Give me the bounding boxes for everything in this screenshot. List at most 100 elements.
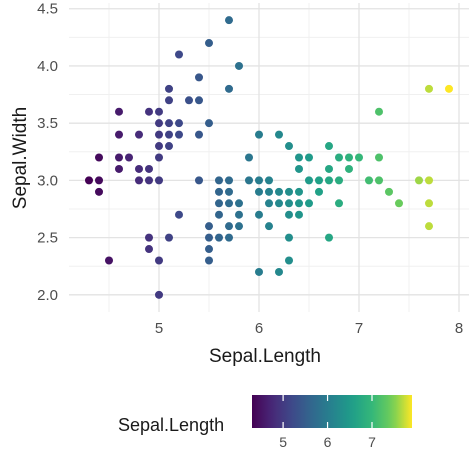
data-point <box>345 153 353 162</box>
y-tick-label: 4.5 <box>37 1 58 18</box>
data-point <box>95 176 103 185</box>
data-point <box>175 50 183 59</box>
legend-tick-label: 6 <box>324 434 332 450</box>
y-tick-label: 2.5 <box>37 230 58 247</box>
data-point <box>295 187 303 196</box>
data-point <box>315 187 323 196</box>
data-point <box>205 233 213 242</box>
data-point <box>205 222 213 231</box>
data-point <box>205 39 213 48</box>
data-point <box>165 130 173 139</box>
data-point <box>205 119 213 128</box>
data-point <box>125 153 133 162</box>
data-point <box>165 84 173 93</box>
data-point <box>135 130 143 139</box>
data-point <box>335 153 343 162</box>
data-point <box>205 256 213 265</box>
data-point <box>235 210 243 219</box>
data-point <box>395 199 403 208</box>
data-point <box>165 119 173 128</box>
data-point <box>295 199 303 208</box>
major-gridlines <box>69 3 469 312</box>
legend-colorbar <box>252 395 412 428</box>
legend-tick-label: 5 <box>279 434 287 450</box>
data-point <box>225 222 233 231</box>
data-point <box>215 176 223 185</box>
y-tick-label: 4.0 <box>37 58 58 75</box>
x-axis-title: Sepal.Length <box>209 346 321 367</box>
data-point <box>445 84 453 93</box>
data-point <box>85 176 93 185</box>
data-point <box>305 199 313 208</box>
data-point <box>95 187 103 196</box>
legend-tick-label: 7 <box>368 434 376 450</box>
data-point <box>275 130 283 139</box>
data-point <box>145 107 153 116</box>
data-point <box>375 176 383 185</box>
data-point <box>135 176 143 185</box>
data-point <box>265 222 273 231</box>
data-point <box>295 153 303 162</box>
data-point <box>215 187 223 196</box>
data-point <box>255 187 263 196</box>
data-point <box>295 164 303 173</box>
data-point <box>145 233 153 242</box>
data-point <box>245 153 253 162</box>
legend-ticks: 5 6 7 <box>279 395 376 450</box>
data-point <box>265 199 273 208</box>
data-point <box>325 176 333 185</box>
data-point <box>325 233 333 242</box>
data-point <box>165 96 173 105</box>
data-point <box>195 96 203 105</box>
data-point <box>265 176 273 185</box>
data-point <box>155 107 163 116</box>
x-tick-label: 7 <box>355 320 363 337</box>
data-point <box>265 187 273 196</box>
data-point <box>355 153 363 162</box>
data-point <box>155 153 163 162</box>
data-point <box>225 199 233 208</box>
data-point <box>275 199 283 208</box>
data-point <box>365 176 373 185</box>
data-point <box>175 119 183 128</box>
data-point <box>235 61 243 70</box>
data-point <box>145 245 153 254</box>
data-point <box>95 153 103 162</box>
data-point <box>155 290 163 299</box>
x-axis-ticks: 5 6 7 8 <box>155 320 463 337</box>
data-point <box>255 210 263 219</box>
data-point <box>425 176 433 185</box>
data-point <box>275 187 283 196</box>
data-point <box>215 210 223 219</box>
data-points <box>85 16 453 299</box>
data-point <box>225 84 233 93</box>
data-point <box>225 16 233 25</box>
data-point <box>255 267 263 276</box>
data-point <box>155 142 163 151</box>
data-point <box>225 233 233 242</box>
data-point <box>205 245 213 254</box>
data-point <box>175 130 183 139</box>
data-point <box>315 176 323 185</box>
data-point <box>215 199 223 208</box>
data-point <box>145 176 153 185</box>
data-point <box>195 176 203 185</box>
data-point <box>375 107 383 116</box>
y-tick-label: 3.5 <box>37 115 58 132</box>
data-point <box>285 187 293 196</box>
data-point <box>425 199 433 208</box>
data-point <box>155 119 163 128</box>
data-point <box>305 176 313 185</box>
legend-title: Sepal.Length <box>118 415 224 435</box>
data-point <box>135 164 143 173</box>
data-point <box>275 267 283 276</box>
data-point <box>285 210 293 219</box>
data-point <box>285 233 293 242</box>
data-point <box>115 107 123 116</box>
data-point <box>285 142 293 151</box>
data-point <box>295 210 303 219</box>
data-point <box>335 199 343 208</box>
data-point <box>155 256 163 265</box>
data-point <box>345 164 353 173</box>
data-point <box>285 256 293 265</box>
